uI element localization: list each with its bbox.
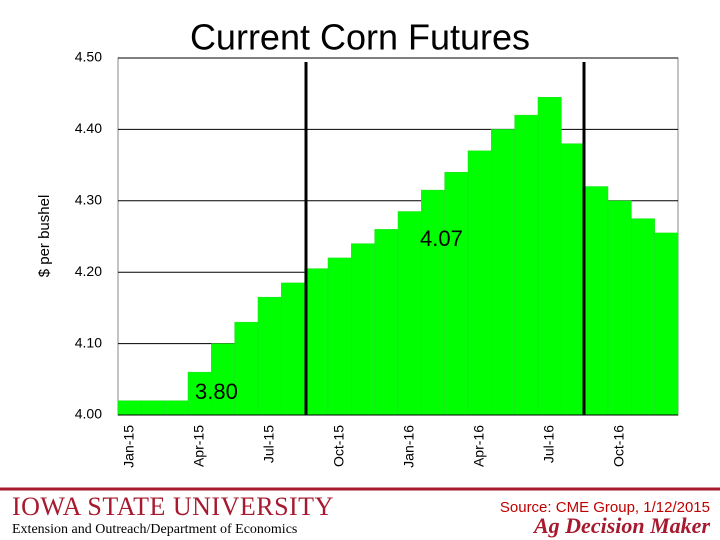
bar [117,400,142,416]
x-tick-label: Apr-16 [470,425,486,467]
brand: Ag Decision Maker [532,513,710,538]
bar [281,282,305,416]
bar [561,143,585,416]
y-tick-label: 4.10 [75,334,102,350]
annotation: 3.80 [195,379,238,404]
department: Extension and Outreach/Department of Eco… [12,522,297,537]
bar [141,400,165,416]
y-tick-label: 4.20 [75,263,102,279]
y-tick-label: 4.30 [75,192,102,208]
x-tick-label: Oct-16 [610,425,626,467]
bar [164,400,189,416]
plot: 4.00 4.10 4.20 4.30 4.40 4.50 Jan-15 Apr-15 Jul-… [75,49,679,468]
x-tick-label: Jan-15 [120,425,136,468]
x-tick-label: Jul-15 [260,425,276,463]
y-tick-label: 4.50 [75,49,102,65]
x-tick-label: Jul-16 [540,425,556,463]
bar [514,114,539,416]
bar [467,150,492,416]
bar [537,97,562,416]
bar [444,171,469,416]
university: Iowa State University [12,492,334,521]
chart-title: Current Corn Futures [190,17,530,58]
x-tick-label: Jan-16 [400,425,416,468]
bar [304,268,329,416]
y-tick-label: 4.40 [75,120,102,136]
source: Source: CME Group, 1/12/2015 [500,499,710,516]
bar [327,257,352,416]
bar [654,232,679,416]
bar [421,189,445,416]
bar [351,243,375,416]
annotation: 4.07 [420,226,463,251]
bar [234,321,259,416]
bar [397,211,422,416]
y-tick-label: 4.00 [75,406,102,422]
y-axis-label: $ per bushel [36,195,53,278]
bar [491,129,515,416]
bar [257,296,282,416]
x-tick-label: Apr-15 [190,425,206,467]
bar [631,218,655,416]
bar [374,229,399,416]
bar [584,186,609,416]
x-tick-label: Oct-15 [330,425,346,467]
bar [607,200,632,416]
